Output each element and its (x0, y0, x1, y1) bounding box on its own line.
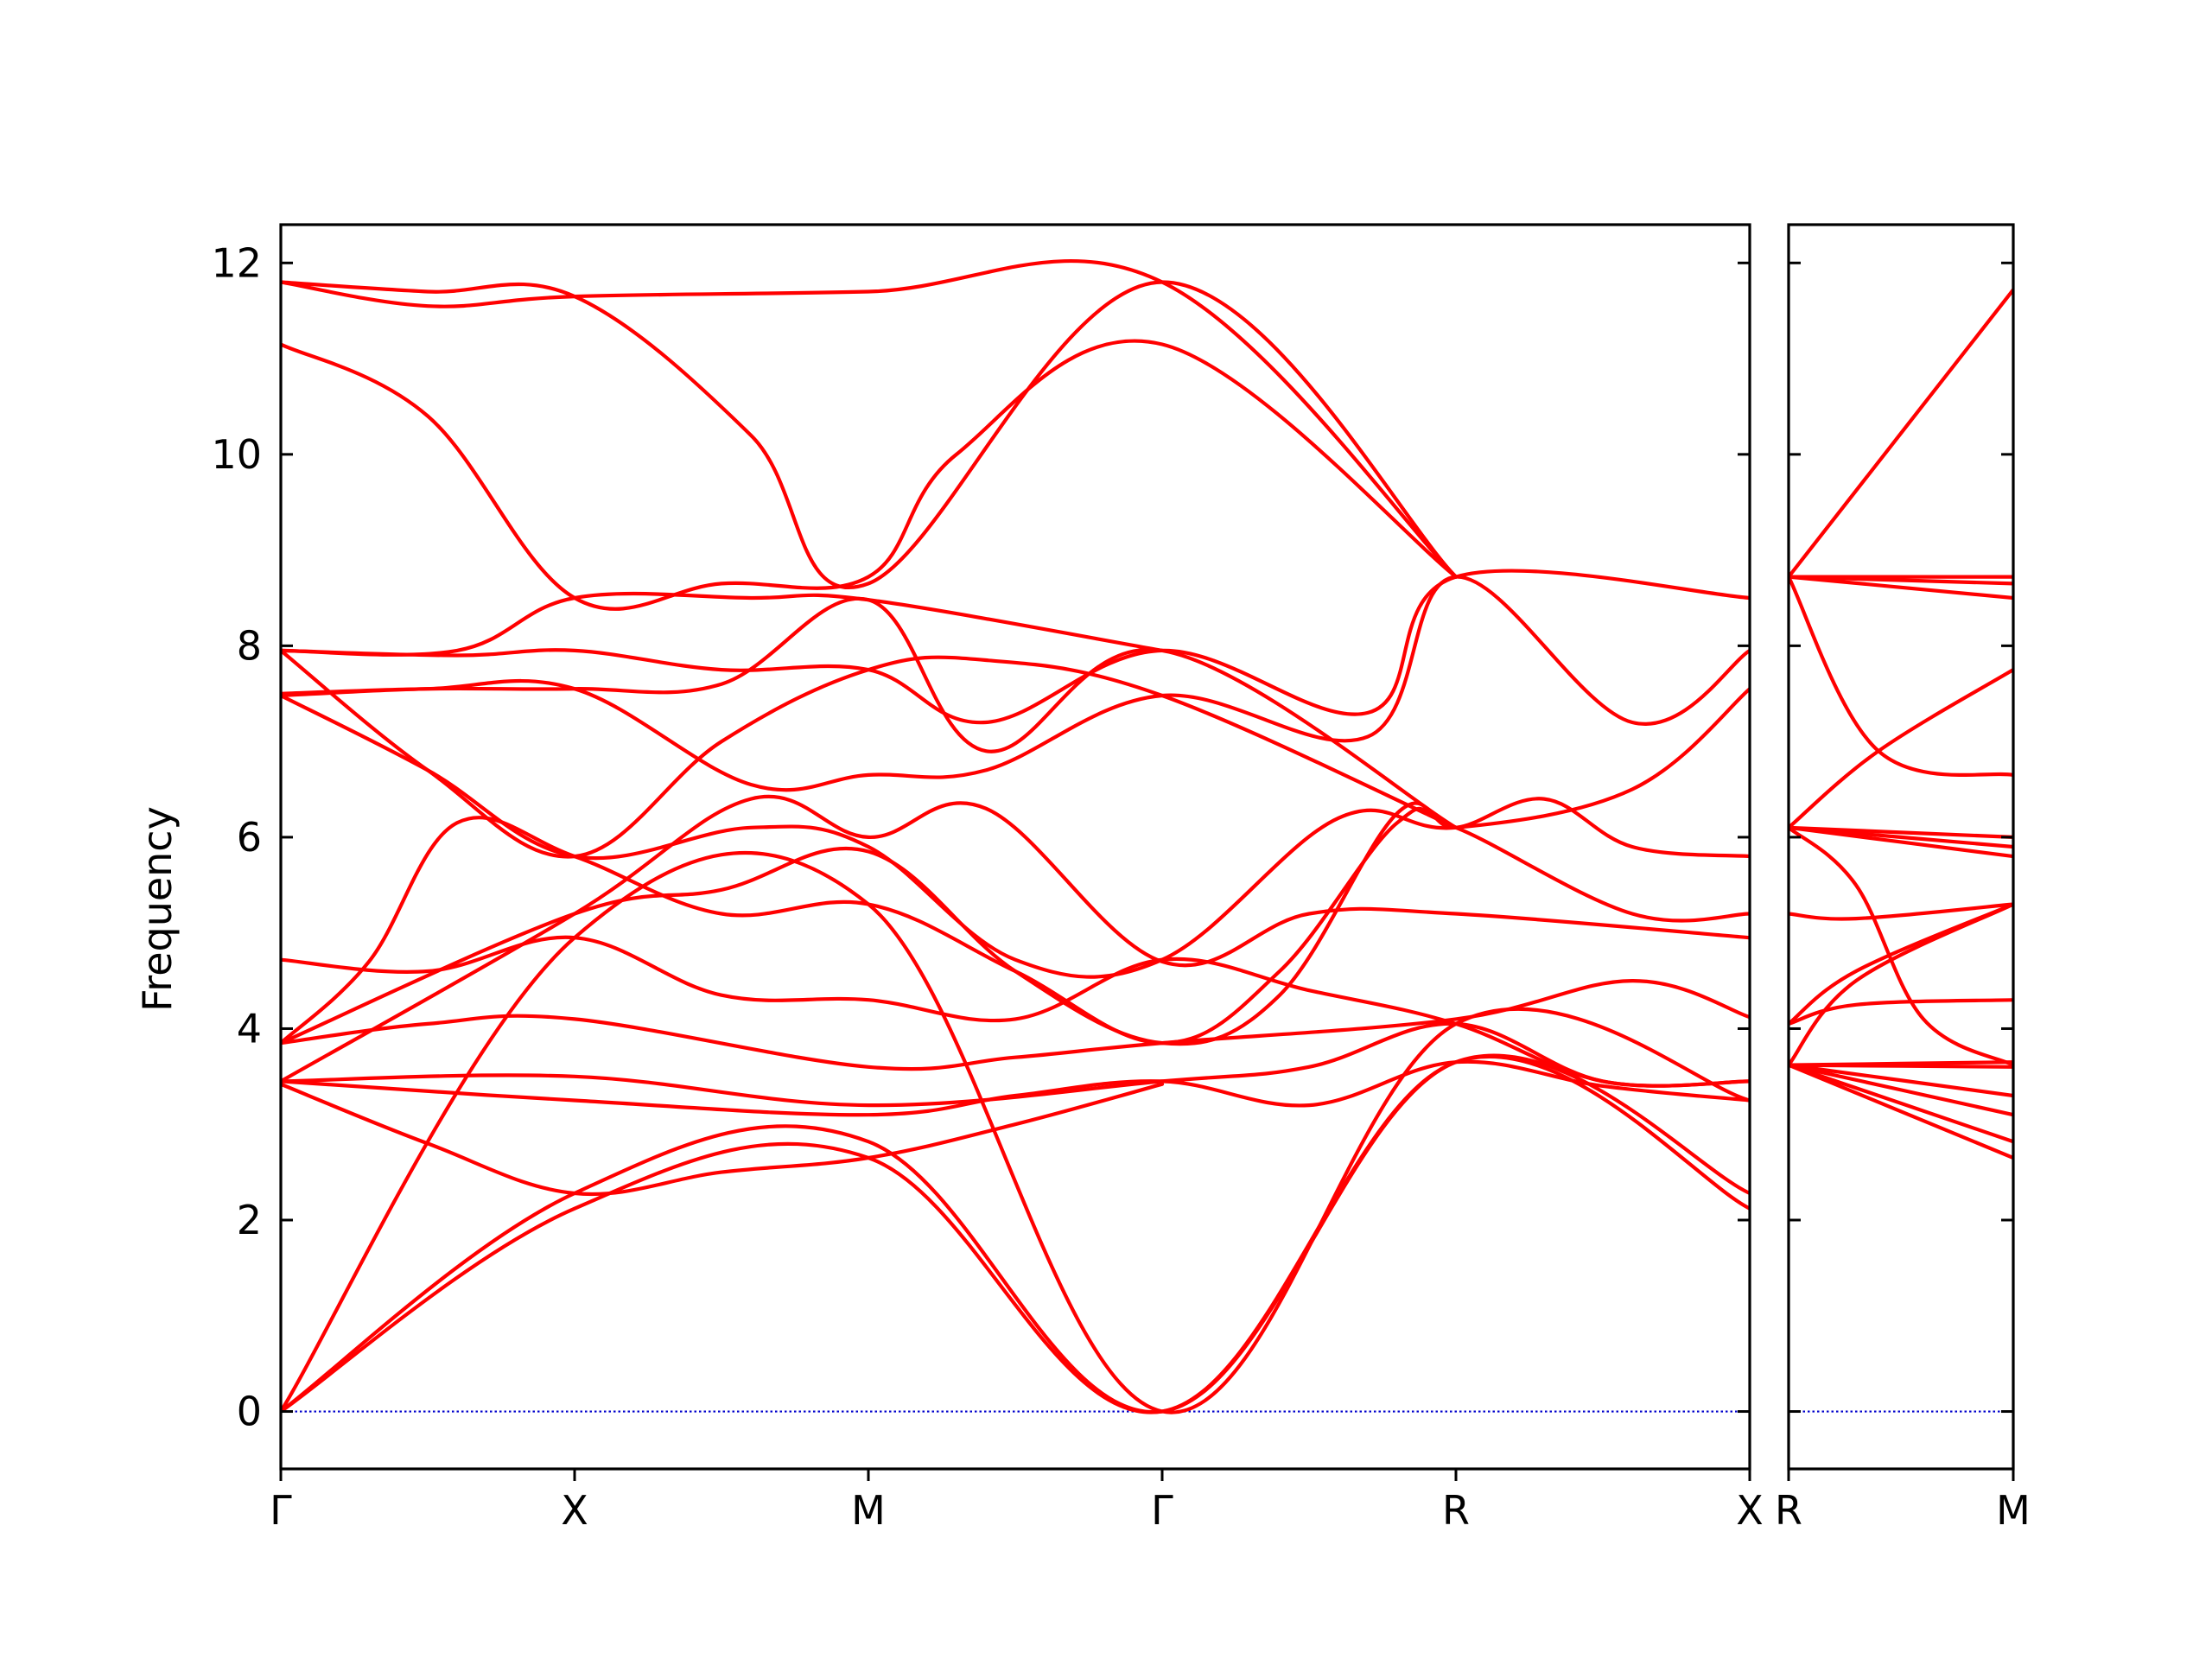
band-main-14 (281, 569, 1750, 725)
y-tick-label: 0 (237, 1389, 262, 1435)
band-side-2 (1789, 1063, 2013, 1144)
band-main-6 (281, 1021, 1750, 1108)
y-tick-label: 4 (237, 1005, 262, 1052)
band-main-11 (281, 794, 1750, 1084)
axes-frame-main (279, 223, 1751, 1471)
x-tick-label: Γ (1151, 1487, 1173, 1534)
band-side-6 (1789, 1060, 2013, 1067)
x-tick-label: Γ (270, 1487, 292, 1534)
x-tick-label: R (1775, 1487, 1802, 1534)
y-tick-label: 12 (211, 239, 262, 286)
panel-main: 0 2 4 6 8 10 12 Γ X M Γ R X (211, 223, 1764, 1534)
x-tick-label: M (851, 1487, 886, 1534)
band-main-19 (281, 339, 1459, 611)
band-main-17 (281, 258, 1459, 579)
band-main-3 (281, 850, 1750, 1414)
band-main-12 (281, 687, 1750, 979)
band-side-7 (1789, 998, 2013, 1026)
band-side-11 (1789, 825, 2013, 1067)
band-side-9 (1789, 902, 2013, 1026)
y-axis-label: Frequency (134, 806, 181, 1012)
band-main-7 (281, 978, 1750, 1071)
band-main-20 (281, 591, 1165, 657)
y-tick-label: 10 (211, 431, 262, 478)
band-side-16 (1789, 575, 2013, 778)
band-main-5 (281, 1059, 1750, 1117)
y-tick-label: 6 (237, 814, 262, 861)
y-tick-label: 2 (237, 1197, 262, 1243)
x-tick-label: X (561, 1487, 588, 1534)
y-tick-label: 8 (237, 622, 262, 669)
band-main-4 (281, 1082, 1165, 1197)
axes-frame-side (1787, 223, 2015, 1471)
x-tick-label: M (1996, 1487, 2031, 1534)
band-main-15 (281, 648, 1459, 859)
x-tick-label: X (1736, 1487, 1764, 1534)
band-main-10 (281, 797, 1750, 1046)
band-side-4 (1789, 1063, 2013, 1098)
band-side-10 (1789, 902, 2013, 921)
band-main-13 (281, 575, 1750, 792)
band-side-15 (1789, 668, 2013, 830)
band-main-2 (281, 1053, 1750, 1414)
x-tick-label: R (1442, 1487, 1470, 1534)
band-side-14 (1789, 825, 2013, 839)
band-main-18 (281, 280, 1459, 589)
band-side-20 (1789, 288, 2013, 579)
